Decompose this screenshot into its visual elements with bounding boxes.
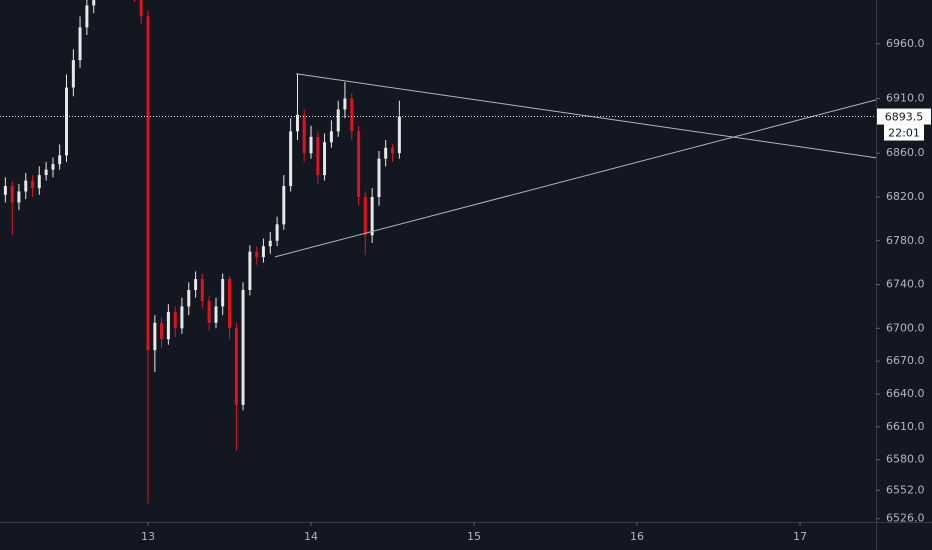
candle-body	[92, 0, 96, 6]
x-tick-label: 15	[467, 530, 481, 543]
candle-body	[166, 311, 170, 340]
candle-body	[282, 186, 286, 225]
candle-body	[357, 131, 361, 197]
candle-body	[51, 164, 55, 170]
x-tick-label: 17	[793, 530, 807, 543]
last-price-box	[877, 108, 931, 125]
candle-body	[44, 169, 48, 176]
candle-body	[3, 186, 7, 195]
y-tick-label: 6580.0	[886, 453, 925, 466]
candle-body	[221, 279, 225, 307]
candle-body	[350, 98, 354, 132]
candle-body	[153, 322, 157, 351]
candle-body	[173, 311, 177, 329]
candle-body	[187, 290, 191, 307]
candle-body	[139, 0, 143, 17]
candle-body	[194, 279, 198, 290]
candle-body	[207, 300, 211, 323]
candle-body	[228, 279, 232, 329]
candle-body	[370, 196, 374, 236]
y-tick-label: 6740.0	[886, 278, 925, 291]
candle-body	[309, 136, 313, 154]
plot-area	[0, 0, 876, 504]
y-tick-label: 6820.0	[886, 190, 925, 203]
candle-body	[316, 136, 320, 176]
candle-body	[289, 131, 293, 187]
y-tick-label: 6700.0	[886, 321, 925, 334]
candle-body	[37, 175, 41, 189]
candle-body	[268, 240, 272, 247]
axes: 6960.0 6910.0 6860.0 6820.0 6780.0 6740.0 6700…	[141, 37, 931, 543]
y-tick-label: 6780.0	[886, 234, 925, 247]
y-tick-label: 6610.0	[886, 420, 925, 433]
candle-body	[180, 306, 184, 329]
candle-body	[17, 191, 21, 203]
candle-body	[343, 98, 347, 110]
candle-body	[78, 27, 82, 61]
candle-body	[85, 5, 89, 28]
candle-body	[261, 246, 265, 258]
candle-body	[31, 180, 35, 189]
candle-body	[255, 251, 259, 258]
candle-body	[391, 147, 395, 154]
candle-body	[323, 142, 327, 176]
countdown-box	[884, 124, 924, 141]
candle-body	[295, 114, 299, 132]
trendline	[274, 99, 876, 258]
candle-body	[214, 306, 218, 323]
candle-body	[248, 251, 252, 290]
y-tick-label: 6910.0	[886, 91, 925, 104]
y-tick-label: 6960.0	[886, 37, 925, 50]
x-tick-label: 13	[141, 530, 155, 543]
candle-body	[384, 147, 388, 159]
candle-body	[200, 279, 204, 301]
countdown-label: 22:01	[888, 127, 920, 140]
y-tick-label: 6640.0	[886, 387, 925, 400]
trendline	[295, 73, 876, 159]
candle-body	[241, 290, 245, 405]
candle-body	[146, 16, 150, 351]
y-tick-label: 6552.0	[886, 483, 925, 496]
candle-body	[10, 186, 14, 203]
candle-body	[336, 109, 340, 132]
last-price-label: 6893.5	[885, 111, 924, 124]
x-tick-label: 14	[304, 530, 318, 543]
y-tick-label: 6860.0	[886, 146, 925, 159]
candle-body	[65, 87, 69, 156]
y-tick-label: 6670.0	[886, 354, 925, 367]
candle-body	[71, 60, 75, 88]
candle-body	[234, 328, 238, 405]
candle-body	[275, 224, 279, 241]
candle-body	[58, 155, 62, 165]
candle-body	[329, 131, 333, 143]
y-tick-label: 6526.0	[886, 512, 925, 525]
x-tick-label: 16	[630, 530, 644, 543]
candle-body	[160, 322, 164, 340]
candle-body	[397, 116, 401, 154]
candle-body	[377, 158, 381, 197]
candle-body	[363, 196, 367, 236]
candle-body	[302, 114, 306, 154]
candle-body	[24, 180, 28, 192]
